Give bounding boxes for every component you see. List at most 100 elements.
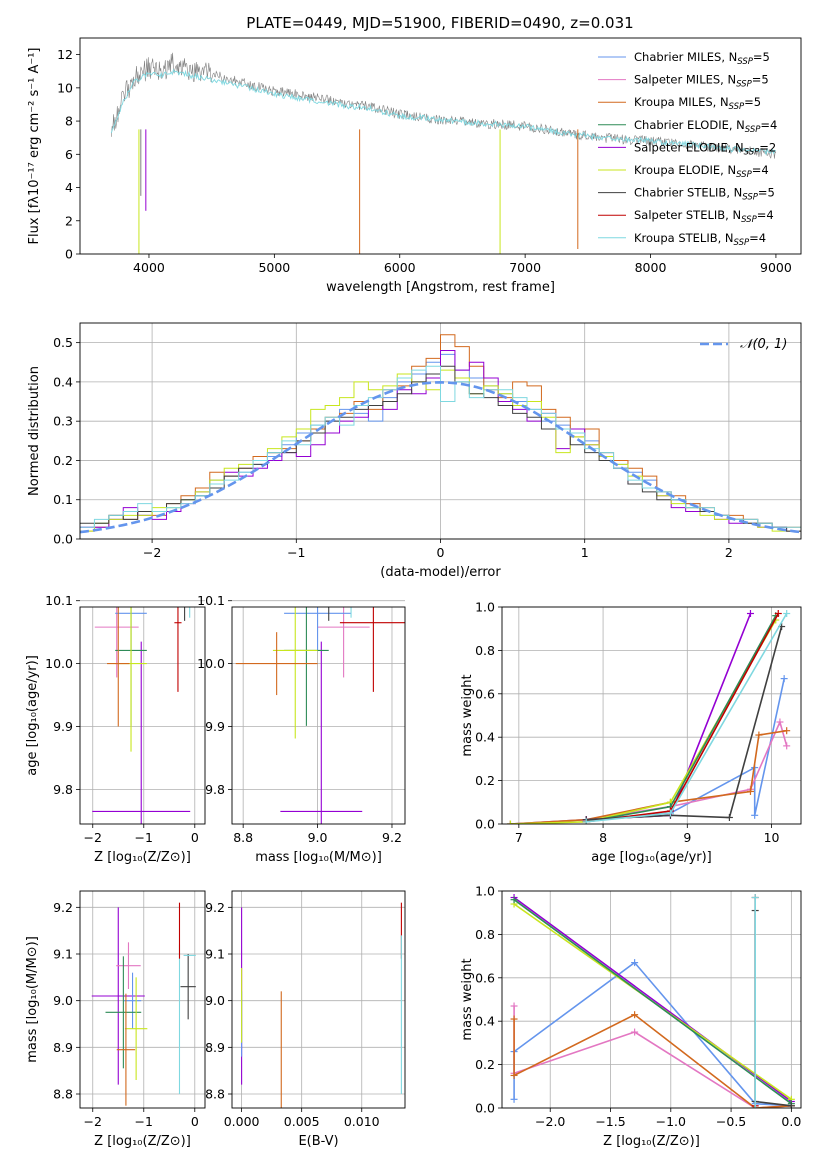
weight-marker (631, 959, 639, 967)
weight-marker (746, 610, 754, 618)
legend-sub: SSP (729, 102, 745, 112)
weight-marker (776, 718, 784, 726)
x-tick-label: 1 (581, 545, 589, 560)
y-tick-label: 1.0 (475, 884, 495, 899)
weight-marker (506, 820, 514, 824)
x-tick-label: 7 (515, 830, 523, 845)
y-tick-label: 0.5 (53, 335, 73, 350)
y-tick-label: 10.0 (45, 656, 73, 671)
error-point (116, 942, 141, 989)
legend-tail: =4 (749, 231, 766, 245)
legend-sub: SSP (736, 170, 752, 180)
y-tick-label: 8.8 (205, 1087, 225, 1102)
y-tick-label: 0.1 (53, 492, 73, 507)
x-tick-label: 9.2 (382, 830, 402, 845)
x-tick-label: −0.5 (716, 1114, 746, 1129)
y-tick-label: 10 (57, 80, 73, 95)
y-tick-label: 8 (65, 114, 73, 129)
y-tick-label: 0.4 (53, 374, 73, 389)
weight-line (754, 910, 792, 1107)
legend-entry: Chabrier ELODIE, NSSP=4 (634, 118, 777, 135)
chart-4: 7 8 9 10 0.0 0.2 0.4 0.6 0.8 1.0 age [log₁₀(age/yr… (460, 600, 802, 865)
weight-marker (725, 813, 733, 821)
weight-line (513, 961, 792, 1107)
legend-tail: =5 (753, 50, 770, 64)
x-tick-label: 0.005 (284, 1114, 320, 1129)
x-axis-label: mass [log₁₀(M/M⊙)] (255, 850, 382, 865)
legend-entry: Salpeter ELODIE, NSSP=2 (634, 140, 776, 157)
y-tick-label: 0.6 (475, 686, 495, 701)
chart-3: 8.8 9.0 9.2 9.8 9.9 10.0 10.1 mass [log₁₀(M/M⊙)… (197, 593, 406, 865)
y-tick-label: 9.2 (205, 900, 225, 915)
legend-label: Chabrier STELIB, N (634, 186, 742, 200)
weight-marker (510, 1002, 518, 1010)
legend-label: Chabrier ELODIE, N (634, 118, 745, 132)
x-axis-label: Z [log₁₀(Z/Z⊙)] (94, 850, 191, 865)
weight-marker (510, 1071, 518, 1079)
y-tick-label: 0.4 (475, 1014, 495, 1029)
x-tick-label: −2 (143, 545, 161, 560)
plot-frame (231, 606, 406, 825)
error-point (280, 641, 363, 824)
error-point (116, 993, 136, 1106)
x-tick-label: −1.5 (595, 1114, 625, 1129)
legend-sub: SSP (744, 147, 760, 157)
legend-sub: SSP (734, 238, 750, 248)
x-tick-label: 5000 (258, 260, 290, 275)
chart-1: −2 −1 0 1 2 0.0 0.1 0.2 0.3 0.4 0.5 (data-model)/er… (27, 322, 802, 580)
chart-title: PLATE=0449, MJD=51900, FIBERID=0490, z=0… (246, 14, 633, 32)
chart-6: 0.000 0.005 0.010 8.8 8.9 9.0 9.1 9.2 E(B-V) (205, 890, 406, 1149)
y-tick-label: 8.8 (53, 1087, 73, 1102)
y-tick-label: 0.4 (475, 730, 495, 745)
y-tick-label: 0.6 (475, 970, 495, 985)
y-tick-label: 9.9 (205, 719, 225, 734)
spectrum-line (110, 68, 777, 156)
x-tick-label: 8.8 (233, 830, 253, 845)
x-axis-label: wavelength [Angstrom, rest frame] (326, 280, 555, 295)
y-tick-label: 9.8 (53, 782, 73, 797)
x-axis-label: Z [log₁₀(Z/Z⊙)] (603, 1134, 700, 1149)
weight-marker (783, 610, 791, 618)
error-point (91, 907, 145, 1085)
x-tick-label: 0 (437, 545, 445, 560)
legend-sub: SSP (742, 193, 758, 203)
y-axis-label: mass weight (460, 958, 475, 1040)
y-tick-label: 1.0 (475, 600, 495, 615)
chart-body (91, 902, 196, 1106)
x-tick-label: −1.0 (656, 1114, 686, 1129)
legend-entry: Chabrier MILES, NSSP=5 (634, 50, 770, 67)
y-tick-label: 0.0 (53, 532, 73, 547)
error-point (339, 607, 405, 692)
chart-body (235, 607, 405, 824)
weight-line (586, 613, 780, 823)
x-axis-label: Z [log₁₀(Z/Z⊙)] (94, 1134, 191, 1149)
y-tick-label: 9.2 (53, 900, 73, 915)
y-tick-label: 0 (65, 247, 73, 262)
y-tick-label: 9.0 (205, 993, 225, 1008)
x-axis-label: (data-model)/error (380, 565, 501, 580)
weight-line (513, 899, 792, 1105)
y-tick-label: 9.9 (53, 719, 73, 734)
x-tick-label: 7000 (509, 260, 541, 275)
plot-frame (501, 890, 802, 1109)
weight-marker (631, 1028, 639, 1036)
x-tick-label: −2 (84, 830, 102, 845)
x-tick-label: −1 (135, 1114, 153, 1129)
weight-marker (510, 1095, 518, 1103)
error-point (235, 632, 318, 696)
legend-entry: Kroupa ELODIE, NSSP=4 (634, 163, 769, 180)
legend-tail: =4 (760, 118, 777, 132)
x-tick-label: −1 (135, 830, 153, 845)
weight-marker (783, 742, 791, 750)
chart-body (92, 607, 191, 824)
y-tick-label: 0.0 (475, 817, 495, 832)
y-tick-label: 9.1 (53, 947, 73, 962)
y-tick-label: 0.3 (53, 414, 73, 429)
weight-marker (751, 1104, 759, 1108)
weight-marker (510, 896, 518, 904)
y-tick-label: 0.2 (475, 773, 495, 788)
y-tick-label: 10.0 (197, 656, 225, 671)
x-tick-label: 6000 (384, 260, 416, 275)
normal-curve (80, 380, 801, 534)
